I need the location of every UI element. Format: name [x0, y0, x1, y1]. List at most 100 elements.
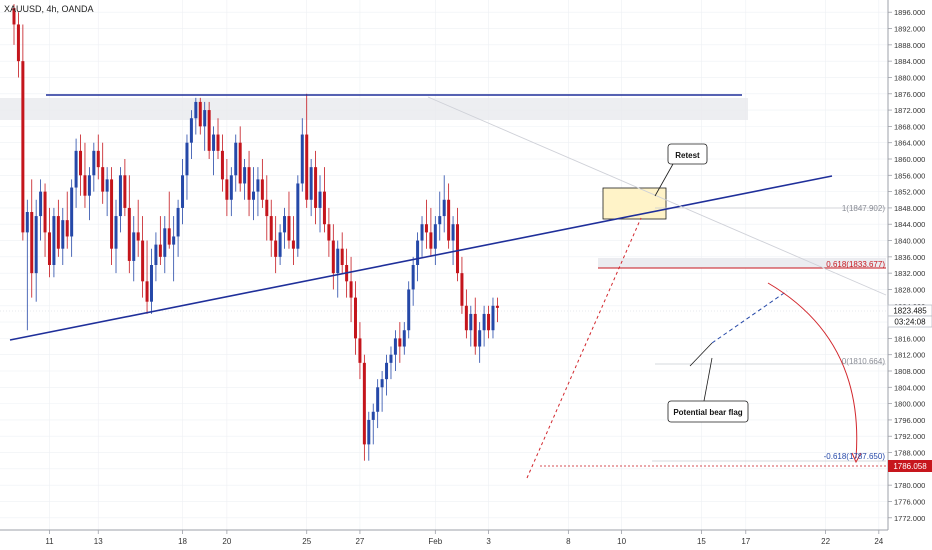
- candle-body: [65, 220, 69, 237]
- time-tick-label: 10: [617, 537, 626, 546]
- price-tick-label: 1888.000: [894, 41, 925, 50]
- candle: [393, 330, 397, 371]
- candle-body: [429, 232, 433, 249]
- candle: [371, 403, 375, 445]
- candle: [491, 297, 495, 339]
- candle: [30, 179, 34, 298]
- candle: [149, 248, 153, 314]
- candle-body: [371, 411, 375, 420]
- time-tick-label: 15: [697, 537, 706, 546]
- rally-dashed-line[interactable]: [526, 217, 642, 479]
- price-tick-label: 1796.000: [894, 416, 925, 425]
- price-tick-label: 1844.000: [894, 220, 925, 229]
- price-tick-label: 1872.000: [894, 106, 925, 115]
- candle: [464, 289, 468, 339]
- candle-body: [43, 191, 47, 233]
- candle: [385, 354, 389, 396]
- time-axis[interactable]: [0, 530, 888, 550]
- candle-body: [411, 265, 415, 290]
- candle: [167, 191, 171, 249]
- candle-body: [216, 134, 220, 151]
- candle: [114, 199, 118, 274]
- candle-body: [189, 118, 193, 143]
- price-tick-label: 1856.000: [894, 171, 925, 180]
- support-trendline[interactable]: [9, 175, 833, 341]
- candle-body: [12, 8, 16, 25]
- candle-body: [451, 224, 455, 241]
- candle: [291, 216, 295, 265]
- candle-body: [123, 175, 127, 208]
- time-tick-label: 24: [874, 537, 883, 546]
- candle-body: [296, 183, 300, 249]
- candle-body: [260, 179, 264, 200]
- candle-body: [491, 305, 495, 331]
- time-tick-label: 22: [821, 537, 830, 546]
- candle: [105, 167, 109, 217]
- candle: [256, 167, 260, 217]
- retest-callout: [667, 143, 708, 165]
- candle-body: [327, 224, 331, 241]
- candle: [411, 256, 415, 306]
- candle-body: [340, 248, 344, 265]
- candle-body: [110, 179, 114, 249]
- descending-trendline[interactable]: [427, 96, 887, 296]
- candle: [247, 150, 251, 217]
- candle: [407, 281, 411, 339]
- fib-label-m0618: -0.618(1787.650): [824, 452, 886, 461]
- candle: [92, 142, 96, 192]
- candle-body: [438, 216, 442, 225]
- candle: [203, 101, 207, 151]
- bear-flag-dashed-line[interactable]: [711, 290, 788, 344]
- candle-body: [30, 212, 34, 274]
- candle: [79, 134, 83, 196]
- candle-body: [265, 199, 269, 217]
- fib-label-1: 1(1847.902): [842, 204, 885, 213]
- candle-body: [225, 179, 229, 200]
- candle-body: [79, 150, 83, 176]
- price-axis[interactable]: [888, 0, 932, 530]
- price-tick-label: 1828.000: [894, 285, 925, 294]
- price-tick-label: 1792.000: [894, 432, 925, 441]
- candle-body: [442, 199, 446, 217]
- candle-body: [83, 175, 87, 196]
- candle-body: [456, 224, 459, 274]
- candle-body: [380, 379, 384, 388]
- candle: [362, 354, 366, 461]
- last-price-text: 1823.485: [893, 307, 927, 316]
- candle: [482, 305, 486, 347]
- candle-body: [469, 313, 473, 331]
- candle: [12, 4, 16, 45]
- candle: [473, 297, 477, 355]
- candle-body: [25, 212, 29, 233]
- time-tick-label: 13: [94, 537, 103, 546]
- fib-label-0618: 0.618(1833.677): [826, 260, 885, 269]
- candle: [163, 216, 167, 274]
- candle: [367, 411, 371, 461]
- candle-body: [167, 228, 171, 245]
- candle-body: [185, 142, 189, 176]
- candle: [251, 167, 255, 221]
- price-tick-label: 1808.000: [894, 367, 925, 376]
- candle: [34, 199, 38, 302]
- candle: [300, 118, 304, 192]
- time-tick-label: 11: [45, 537, 54, 546]
- candle: [456, 207, 459, 282]
- candle: [376, 379, 380, 429]
- target-price-text: 1786.058: [893, 462, 927, 471]
- candle: [447, 183, 451, 249]
- candle: [198, 97, 202, 135]
- candle: [274, 216, 278, 274]
- candle: [358, 322, 362, 380]
- candle: [424, 199, 428, 249]
- candle-body: [398, 338, 402, 347]
- candle-body: [349, 281, 353, 298]
- candle: [39, 179, 43, 241]
- candle-body: [495, 305, 499, 308]
- candle-body: [39, 191, 43, 217]
- candle-body: [309, 167, 313, 200]
- candle-body: [251, 191, 255, 200]
- time-tick-label: 8: [566, 537, 571, 546]
- price-tick-label: 1852.000: [894, 188, 925, 197]
- candle: [96, 134, 100, 180]
